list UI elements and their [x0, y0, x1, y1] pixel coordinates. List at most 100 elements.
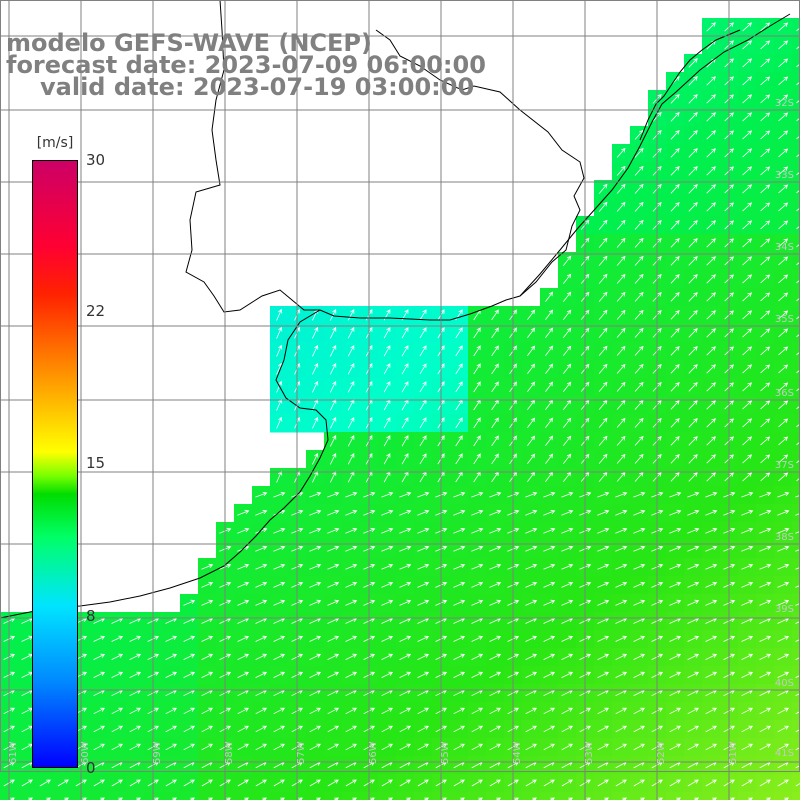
wind-arrow — [329, 326, 337, 339]
wind-arrow — [381, 743, 394, 751]
wind-arrow — [347, 326, 355, 339]
wind-arrow — [741, 635, 754, 642]
wind-arrow — [742, 346, 753, 356]
wind-arrow — [741, 527, 754, 534]
wind-arrow — [419, 417, 427, 429]
coastline-east — [519, 13, 791, 297]
wind-arrow — [543, 671, 556, 678]
field-cell — [126, 792, 145, 800]
wind-arrow — [778, 202, 789, 212]
wind-arrow — [598, 417, 608, 428]
wind-arrow — [615, 509, 628, 516]
wind-arrow — [255, 491, 268, 498]
wind-arrow — [455, 453, 463, 465]
wind-arrow — [63, 797, 69, 800]
wind-arrow — [201, 635, 214, 642]
wind-arrow — [489, 563, 502, 570]
wind-arrow — [165, 779, 177, 787]
field-cell — [792, 774, 800, 793]
wind-arrow — [634, 165, 644, 176]
field-cell — [558, 792, 577, 800]
wind-arrow — [473, 363, 481, 375]
wind-arrow — [312, 362, 319, 375]
wind-arrow — [383, 417, 391, 429]
wind-arrow — [417, 491, 430, 498]
field-cell — [792, 432, 800, 451]
wind-arrow — [489, 599, 502, 606]
field-cell — [270, 792, 289, 800]
wind-arrow — [347, 380, 355, 393]
wind-arrow — [381, 635, 394, 642]
wind-arrow — [347, 344, 355, 357]
coastline-lagoon — [639, 29, 741, 141]
wind-arrow — [705, 509, 718, 516]
wind-arrow — [688, 148, 698, 158]
wind-arrow — [471, 563, 484, 570]
wind-arrow — [778, 166, 789, 176]
wind-arrow — [527, 381, 536, 393]
wind-arrow — [633, 779, 645, 787]
wind-arrow — [489, 725, 502, 733]
longitude-label: 58W — [224, 741, 235, 764]
wind-arrow — [616, 165, 626, 176]
field-cell — [630, 792, 649, 800]
wind-arrow — [597, 725, 610, 733]
field-cell — [792, 630, 800, 649]
wind-arrow — [778, 346, 789, 356]
wind-arrow — [796, 333, 800, 338]
wind-arrow — [562, 327, 572, 338]
wind-arrow — [597, 527, 610, 534]
wind-arrow — [670, 454, 680, 464]
wind-arrow — [309, 743, 322, 751]
wind-arrow — [489, 581, 502, 588]
wind-arrow — [687, 491, 700, 498]
wind-arrow — [417, 599, 430, 606]
wind-arrow — [741, 707, 754, 715]
wind-arrow — [796, 63, 800, 68]
wind-arrow — [129, 653, 142, 660]
wind-arrow — [381, 563, 394, 570]
field-cell — [54, 792, 73, 800]
wind-arrow — [255, 671, 268, 678]
longitude-label: 55W — [440, 741, 451, 764]
wind-arrow — [545, 453, 554, 465]
wind-arrow — [525, 671, 538, 678]
wind-arrow — [543, 779, 555, 787]
wind-arrow — [545, 381, 554, 393]
wind-arrow — [381, 491, 394, 498]
wind-arrow — [760, 328, 771, 338]
wind-arrow — [795, 566, 800, 570]
wind-arrow — [760, 472, 771, 482]
wind-arrow — [597, 635, 610, 642]
field-cell — [306, 792, 325, 800]
wind-arrow — [81, 797, 87, 800]
wind-arrow — [688, 112, 698, 122]
wind-arrow — [796, 261, 800, 266]
wind-arrow — [796, 369, 800, 374]
wind-arrow — [453, 599, 466, 606]
wind-arrow — [796, 243, 800, 248]
wind-arrow — [669, 653, 682, 660]
wind-arrow — [327, 635, 340, 642]
wind-arrow — [670, 346, 680, 356]
wind-arrow — [562, 309, 572, 320]
wind-arrow — [531, 797, 537, 800]
wind-arrow — [778, 418, 789, 428]
wind-arrow — [778, 112, 789, 122]
wind-arrow — [687, 581, 700, 588]
wind-arrow — [201, 671, 214, 678]
field-cell — [792, 738, 800, 757]
wind-arrow — [183, 635, 196, 642]
wind-arrow — [419, 435, 427, 447]
longitude-label: 53W — [584, 741, 595, 764]
wind-arrow — [688, 310, 698, 320]
wind-arrow — [687, 653, 700, 660]
wind-arrow — [327, 599, 340, 606]
field-cell — [792, 468, 800, 487]
wind-arrow — [165, 635, 178, 642]
wind-arrow — [634, 147, 644, 158]
wind-arrow — [417, 743, 430, 751]
coastline-estuary — [0, 309, 329, 619]
wind-arrow — [741, 491, 754, 498]
wind-arrow — [543, 635, 556, 642]
